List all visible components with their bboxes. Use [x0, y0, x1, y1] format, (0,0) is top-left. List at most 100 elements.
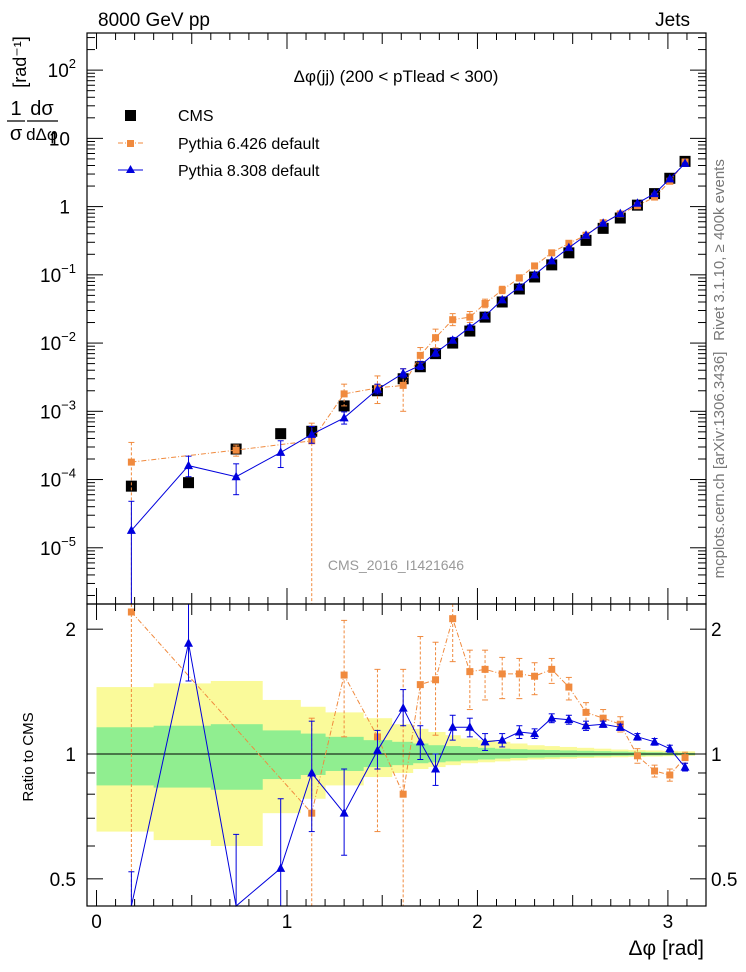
- p6-ratio-point: [416, 681, 424, 689]
- p8-point: [398, 368, 408, 377]
- p6-line: [131, 161, 686, 463]
- p8-point: [231, 471, 241, 481]
- p8-ratio-point: [184, 638, 194, 647]
- p8-point: [650, 188, 660, 198]
- x-axis-label: Δφ [rad]: [629, 937, 705, 960]
- p6-ratio-point: [531, 672, 539, 680]
- cms-point: [563, 247, 575, 259]
- main-ytick-label: 10−3: [40, 397, 76, 423]
- ratio-xtick-label: 1: [282, 912, 293, 933]
- p8-point: [615, 208, 625, 218]
- ratio-ytick-label-right: 0.5: [711, 870, 737, 891]
- main-title: Δφ(jj) (200 < pTlead < 300): [294, 67, 499, 86]
- p6-ratio-point: [481, 665, 489, 673]
- ratio-frame: [86, 603, 707, 907]
- p8-point: [465, 322, 475, 331]
- p6-point: [548, 249, 556, 257]
- main-ytick-label: 10−2: [40, 329, 76, 355]
- cms-point: [397, 373, 409, 385]
- p6-point: [498, 286, 506, 294]
- ratio-ytick-label-right: 2: [711, 620, 722, 641]
- cms-point: [546, 259, 558, 271]
- p8-point: [581, 230, 591, 239]
- p6-point: [481, 300, 489, 308]
- ratio-xtick-label: 3: [663, 912, 674, 933]
- legend-p6-marker: [127, 140, 134, 147]
- p8-point: [448, 335, 458, 344]
- p8-ratio-point: [415, 736, 425, 746]
- p6-ratio-point: [498, 670, 506, 678]
- p8-ratio-point: [431, 764, 441, 773]
- p6-ratio-line: [131, 611, 686, 815]
- p8-point: [530, 269, 540, 279]
- p6-ratio-point: [466, 668, 474, 676]
- cms-point: [464, 325, 476, 337]
- p8-point: [126, 525, 136, 534]
- p6-ratio-point: [548, 665, 556, 673]
- ratio-panel: 0.5 0.5 1 1 2 2 0 1 2 3 Ratio to CMS Δφ [rad]: [20, 603, 737, 960]
- p8-point: [680, 158, 690, 167]
- p8-ratio-point: [339, 808, 349, 817]
- p6-ratio-point: [565, 683, 573, 691]
- legend-cms-label: CMS: [178, 108, 214, 125]
- p8-point: [372, 384, 382, 393]
- p6-point: [515, 274, 523, 282]
- band-green: [153, 725, 212, 788]
- p6-ratio-point: [633, 752, 641, 760]
- ratio-ytick-label: 1: [65, 745, 76, 766]
- ylabel-dsigma: dσ: [30, 98, 54, 120]
- band-green: [391, 741, 414, 766]
- ratio-ytick-label-right: 1: [711, 745, 722, 766]
- p6-point: [466, 313, 474, 321]
- ylabel-ddphi: dΔφ: [26, 125, 58, 144]
- ratio-ytick-label: 2: [65, 620, 76, 641]
- cms-point: [597, 222, 609, 234]
- p8-ratio-point: [632, 731, 642, 741]
- p8-ratio-point: [480, 736, 490, 746]
- p6-point: [340, 390, 348, 398]
- p8-point: [276, 447, 286, 456]
- cms-point: [183, 477, 195, 489]
- p8-point: [307, 429, 317, 438]
- p8-point: [339, 412, 349, 422]
- p6-ratio-point: [515, 670, 523, 678]
- p8-ratio-point: [547, 713, 557, 722]
- p8-ratio-point: [530, 728, 540, 738]
- p8-point: [514, 282, 524, 291]
- p8-ratio-point: [564, 714, 574, 724]
- p6-point: [232, 446, 240, 454]
- p6-ratio-point: [340, 671, 348, 679]
- main-ytick-label: 10−1: [40, 261, 76, 287]
- p6-ratio-point: [681, 754, 689, 762]
- main-ytick-label: 10−4: [40, 466, 76, 492]
- main-ylabel: 1 σ dσ dΔφ [rad⁻¹]: [7, 36, 58, 145]
- header-left: 8000 GeV pp: [98, 10, 210, 31]
- main-ytick-label: 10−5: [40, 534, 76, 560]
- ylabel-sigma: σ: [10, 123, 23, 145]
- p8-ratio-point: [448, 722, 458, 731]
- p8-point: [665, 173, 675, 183]
- legend-cms-marker: [125, 110, 136, 121]
- main-panel: 102 10 1 10−1 10−2 10−3 10−4 10−5 Δφ(jj) (200 <…: [7, 32, 707, 605]
- p8-point: [415, 360, 425, 369]
- ratio-ytick-label: 0.5: [50, 870, 76, 891]
- legend-p6-label: Pythia 6.426 default: [178, 136, 320, 153]
- p8-ratio-point: [398, 703, 408, 712]
- ylabel-unit: [rad⁻¹]: [10, 36, 30, 88]
- ratio-xtick-label: 2: [472, 912, 483, 933]
- p8-ratio-point: [276, 863, 286, 872]
- main-ytick-label: 10: [49, 129, 70, 150]
- rivet-label: Rivet 3.1.10, ≥ 400k events: [711, 159, 728, 341]
- p8-ratio-point: [581, 720, 591, 730]
- watermark: CMS_2016_I1421646: [328, 557, 464, 573]
- mcplots-label: mcplots.cern.ch [arXiv:1306.3436]: [711, 352, 728, 579]
- legend-p8-marker: [126, 165, 135, 173]
- main-ytick-label: 1: [59, 198, 70, 219]
- p8-ratio-point: [372, 745, 382, 754]
- p6-ratio-point: [666, 771, 674, 779]
- p6-ratio-point: [449, 615, 457, 623]
- header-right: Jets: [655, 10, 690, 31]
- p6-point: [399, 381, 407, 389]
- p6-ratio-point: [127, 608, 135, 616]
- p6-point: [531, 262, 539, 270]
